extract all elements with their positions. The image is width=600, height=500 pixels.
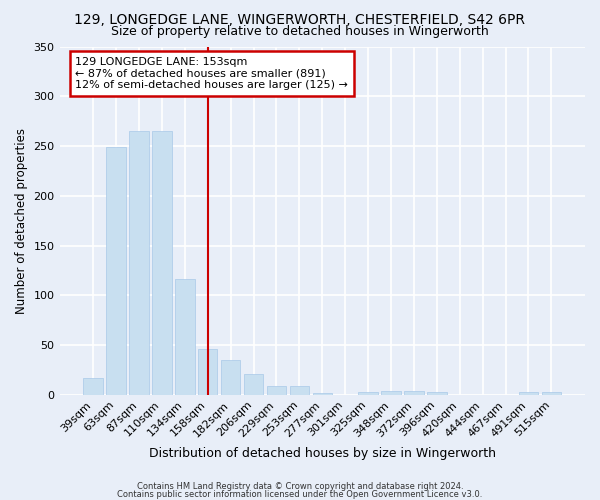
Bar [244, 374, 263, 395]
Bar [152, 131, 172, 395]
Bar [290, 386, 309, 395]
Bar [404, 391, 424, 395]
Text: Contains public sector information licensed under the Open Government Licence v3: Contains public sector information licen… [118, 490, 482, 499]
X-axis label: Distribution of detached houses by size in Wingerworth: Distribution of detached houses by size … [149, 447, 496, 460]
Text: Contains HM Land Registry data © Crown copyright and database right 2024.: Contains HM Land Registry data © Crown c… [137, 482, 463, 491]
Bar [175, 280, 194, 395]
Bar [519, 392, 538, 395]
Text: 129 LONGEDGE LANE: 153sqm
← 87% of detached houses are smaller (891)
12% of semi: 129 LONGEDGE LANE: 153sqm ← 87% of detac… [76, 57, 348, 90]
Text: Size of property relative to detached houses in Wingerworth: Size of property relative to detached ho… [111, 25, 489, 38]
Bar [542, 392, 561, 395]
Bar [381, 391, 401, 395]
Bar [267, 386, 286, 395]
Bar [198, 349, 217, 395]
Bar [83, 378, 103, 395]
Y-axis label: Number of detached properties: Number of detached properties [15, 128, 28, 314]
Text: 129, LONGEDGE LANE, WINGERWORTH, CHESTERFIELD, S42 6PR: 129, LONGEDGE LANE, WINGERWORTH, CHESTER… [74, 12, 526, 26]
Bar [313, 393, 332, 395]
Bar [427, 392, 446, 395]
Bar [106, 147, 126, 395]
Bar [221, 360, 241, 395]
Bar [358, 392, 378, 395]
Bar [129, 131, 149, 395]
